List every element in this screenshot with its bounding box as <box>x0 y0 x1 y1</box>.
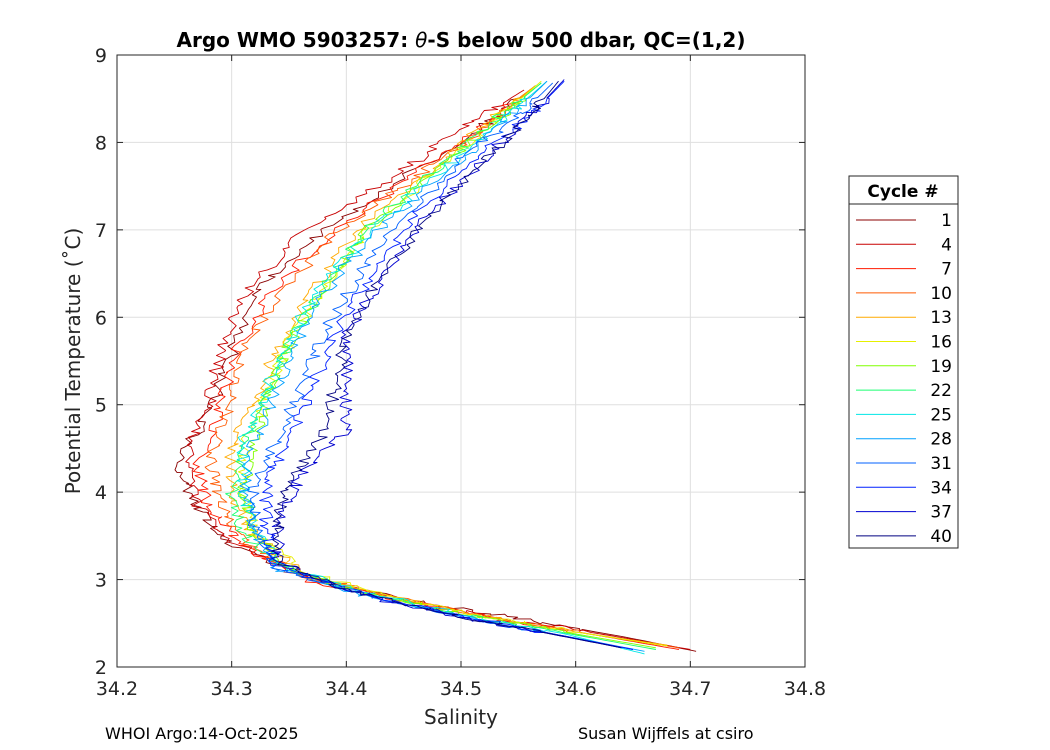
footer-author: Susan Wijffels at csiro <box>578 724 754 743</box>
series-line-cycle-13 <box>224 85 668 646</box>
y-tick-label: 5 <box>95 395 107 417</box>
y-tick-label: 6 <box>95 307 107 329</box>
legend-label-cycle-19: 19 <box>930 357 952 377</box>
legend-label-cycle-13: 13 <box>930 308 952 328</box>
y-tick-label: 4 <box>95 482 107 504</box>
legend-label-cycle-34: 34 <box>930 478 952 498</box>
x-tick-label: 34.8 <box>784 678 826 700</box>
legend-label-cycle-4: 4 <box>941 235 952 255</box>
x-tick-label: 34.7 <box>669 678 711 700</box>
legend-label-cycle-37: 37 <box>930 503 952 523</box>
legend: Cycle # 1 4 7 10 13 16 19 22 25 28 31 34 37 40 <box>848 175 959 549</box>
footer-source: WHOI Argo:14-Oct-2025 <box>105 724 299 743</box>
legend-items: 1 4 7 10 13 16 19 22 25 28 31 34 37 40 <box>856 211 952 547</box>
series-line-cycle-1 <box>174 85 697 652</box>
x-tick-label: 34.5 <box>440 678 482 700</box>
y-tick-label: 3 <box>95 570 107 592</box>
series-line-cycle-4 <box>185 89 691 650</box>
legend-label-cycle-22: 22 <box>930 381 952 401</box>
legend-label-cycle-16: 16 <box>930 333 952 353</box>
legend-label-cycle-28: 28 <box>930 430 952 450</box>
legend-label-cycle-31: 31 <box>930 454 952 474</box>
chart-title-prefix: Argo WMO 5903257: <box>177 28 416 52</box>
legend-title: Cycle # <box>867 182 938 202</box>
legend-label-cycle-1: 1 <box>941 211 952 231</box>
y-axis-ticks: 2 3 4 5 6 7 8 9 <box>95 45 805 679</box>
chart-title: Argo WMO 5903257: θ-S below 500 dbar, QC… <box>177 28 746 52</box>
x-tick-label: 34.3 <box>211 678 253 700</box>
chart-title-theta: θ <box>415 28 427 52</box>
legend-label-cycle-10: 10 <box>930 284 952 304</box>
legend-label-cycle-25: 25 <box>930 405 952 425</box>
x-tick-label: 34.6 <box>555 678 597 700</box>
y-tick-label: 9 <box>95 45 107 67</box>
series-line-cycle-25 <box>236 80 645 655</box>
series-line-cycle-37 <box>270 79 622 649</box>
y-axis-label: Potential Temperature (˚C) <box>61 228 85 495</box>
chart-title-suffix: -S below 500 dbar, QC=(1,2) <box>427 28 745 52</box>
series-layer <box>174 79 697 655</box>
legend-label-cycle-40: 40 <box>930 527 952 547</box>
x-axis-label: Salinity <box>424 705 498 729</box>
series-line-cycle-34 <box>259 80 634 650</box>
y-tick-label: 2 <box>95 657 107 679</box>
series-line-cycle-28 <box>238 80 645 652</box>
x-tick-label: 34.4 <box>325 678 367 700</box>
x-axis-ticks: 34.2 34.3 34.4 34.5 34.6 34.7 34.8 <box>96 55 826 700</box>
legend-box <box>848 175 959 549</box>
legend-label-cycle-7: 7 <box>941 260 952 280</box>
y-tick-label: 7 <box>95 220 107 242</box>
series-line-cycle-40 <box>271 80 622 649</box>
x-tick-label: 34.2 <box>96 678 138 700</box>
series-line-cycle-10 <box>204 89 679 649</box>
y-tick-label: 8 <box>95 132 107 154</box>
